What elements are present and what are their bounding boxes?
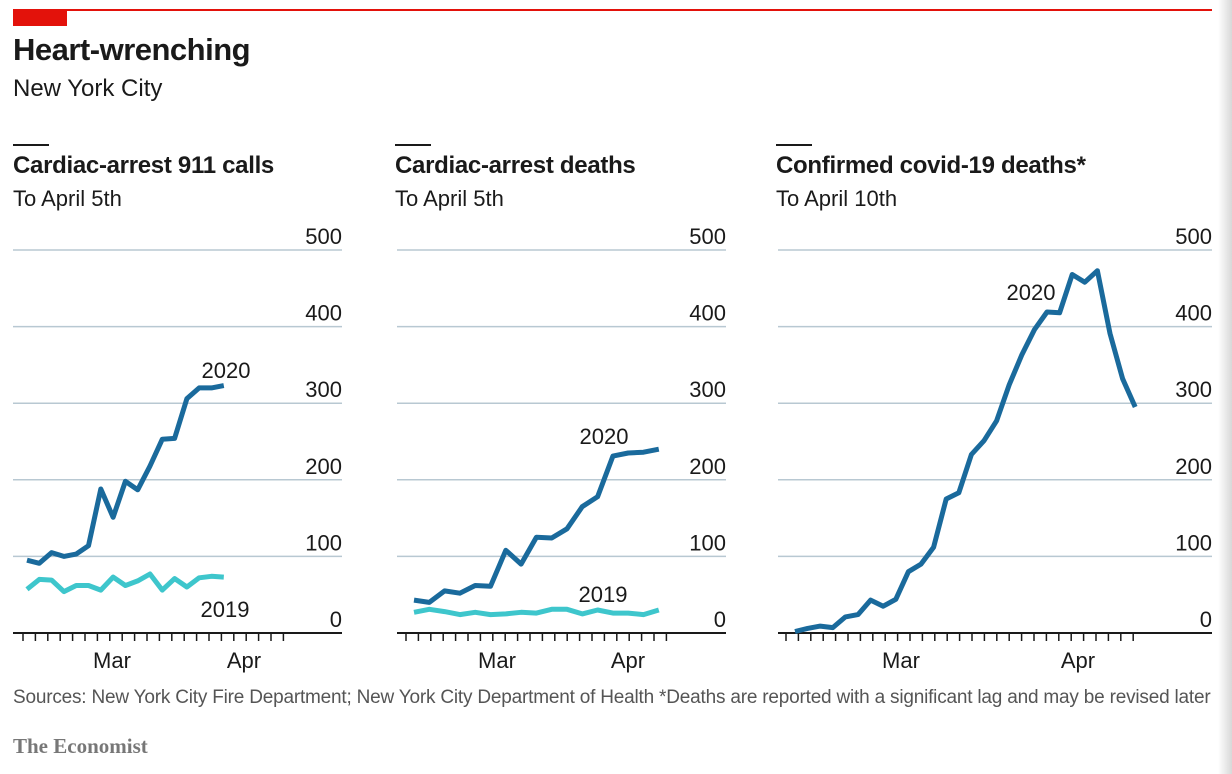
x-tick-label-mar: Mar [882,648,920,673]
x-tick-label-apr: Apr [227,648,261,673]
panel-1-title: Cardiac-arrest 911 calls [13,152,274,179]
panel-1-dash [13,144,49,146]
edge-shadow [1218,0,1232,774]
series-label-2020: 2020 [202,358,251,383]
panel-1-subtitle: To April 5th [13,186,122,211]
x-tick-label-apr: Apr [611,648,645,673]
series-label-2020: 2020 [1007,280,1056,305]
panel-2-title: Cardiac-arrest deaths [395,152,636,179]
y-tick-label: 200 [1175,454,1212,479]
series-label-2019: 2019 [579,582,628,607]
y-tick-label: 100 [689,530,726,555]
chart-title: Heart-wrenching [13,32,251,67]
series-line-2019 [25,571,224,595]
y-tick-label: 200 [305,454,342,479]
y-tick-label: 100 [1175,530,1212,555]
panel-3-subtitle: To April 10th [776,186,898,211]
chart-subtitle: New York City [13,75,163,102]
brand-logo: The Economist [13,734,148,758]
panel-3-title: Confirmed covid-19 deaths* [776,152,1086,179]
y-tick-label: 300 [1175,377,1212,402]
x-tick-label-mar: Mar [93,648,131,673]
y-tick-label: 400 [305,301,342,326]
panel-3-dash [776,144,812,146]
x-tick-label-mar: Mar [478,648,516,673]
y-tick-label: 500 [1175,224,1212,249]
series-label-2020: 2020 [580,424,629,449]
series-line-2020 [413,446,660,605]
series-line-2020 [26,383,225,566]
source-note: Sources: New York City Fire Department; … [13,687,1211,708]
y-tick-label: 400 [689,301,726,326]
top-red-rule [13,9,1212,11]
red-tag [13,9,67,26]
y-tick-label: 300 [305,377,342,402]
y-tick-label: 500 [689,224,726,249]
y-tick-label: 300 [689,377,726,402]
y-tick-label: 500 [305,224,342,249]
series-label-2019: 2019 [201,597,250,622]
y-tick-label: 0 [714,607,726,632]
panel-2-subtitle: To April 5th [395,186,504,211]
x-tick-label-apr: Apr [1061,648,1095,673]
y-tick-label: 0 [330,607,342,632]
y-tick-label: 200 [689,454,726,479]
y-tick-label: 100 [305,530,342,555]
y-tick-label: 400 [1175,301,1212,326]
series-line-2019 [413,606,660,618]
y-tick-label: 0 [1200,607,1212,632]
series-line-2020 [794,268,1138,634]
panel-2-dash [395,144,431,146]
